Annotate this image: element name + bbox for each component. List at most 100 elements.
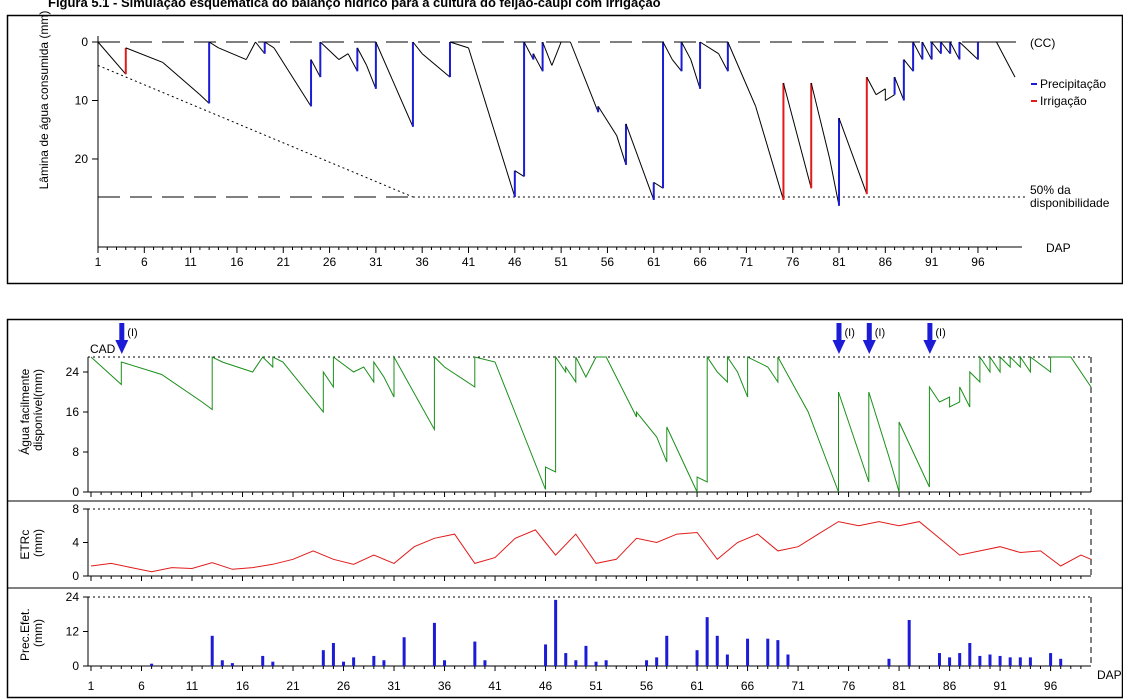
irrigation-arrow-label: (I) bbox=[935, 327, 945, 339]
depletion-segment bbox=[691, 60, 700, 89]
depletion-segment bbox=[959, 42, 978, 60]
depletion-segment bbox=[941, 42, 950, 54]
irrigation-arrow-head bbox=[115, 340, 128, 354]
depletion-y-tick-label: 20 bbox=[75, 152, 89, 166]
prec-bar bbox=[605, 660, 608, 666]
prec-x-tick-label: 21 bbox=[286, 679, 300, 693]
depletion-segment bbox=[895, 77, 904, 100]
prec-bar bbox=[433, 623, 436, 666]
irrigation-arrow-head bbox=[832, 340, 845, 354]
depletion-segment bbox=[163, 62, 200, 94]
prec-bar bbox=[150, 664, 153, 666]
prec-bar bbox=[574, 660, 577, 666]
depletion-segment bbox=[682, 42, 691, 60]
depletion-segment bbox=[904, 60, 913, 72]
depletion-series bbox=[98, 42, 1015, 206]
prec-bar bbox=[342, 662, 345, 666]
depletion-y-label: Lâmina de água consumida (mm) bbox=[37, 11, 51, 190]
etrc-chart: ETRc (mm) 0 4 8 bbox=[18, 502, 1091, 583]
legend-irrigation-label: Irrigação bbox=[1040, 94, 1087, 108]
prec-x-tick-label: 6 bbox=[138, 679, 145, 693]
depletion-segment bbox=[246, 42, 255, 60]
prec-bar bbox=[211, 636, 214, 666]
irrigation-markers: (I) (I) (I) (I) bbox=[115, 323, 945, 354]
prec-y-label-line2: (mm) bbox=[31, 619, 45, 647]
prec-bar bbox=[665, 636, 668, 666]
prec-bar bbox=[1049, 653, 1052, 666]
depletion-segment bbox=[922, 42, 931, 60]
depletion-segment bbox=[570, 42, 598, 112]
etrc-y-tick-label: 0 bbox=[72, 569, 79, 583]
depletion-x-tick-label: 86 bbox=[879, 255, 893, 269]
depletion-x-tick-label: 91 bbox=[925, 255, 939, 269]
etrc-line bbox=[91, 522, 1091, 572]
depletion-segment bbox=[626, 124, 654, 200]
etrc-y-tick-label: 4 bbox=[72, 536, 79, 550]
prec-x-tick-label: 26 bbox=[337, 679, 351, 693]
etrc-y-ticks: 0 4 8 bbox=[72, 502, 88, 583]
afd-chart: Água facilmente disponível(mm) 081624 CA… bbox=[17, 323, 1091, 499]
prec-y-tick-label: 0 bbox=[72, 659, 79, 673]
irrigation-arrow-label: (I) bbox=[844, 327, 854, 339]
depletion-segment bbox=[515, 171, 524, 177]
depletion-segment bbox=[339, 54, 348, 60]
depletion-segment bbox=[728, 42, 756, 106]
prec-x-tick-label: 1 bbox=[88, 679, 95, 693]
half-availability-label: 50% da disponibilidade bbox=[1030, 183, 1110, 210]
prec-bar bbox=[271, 662, 274, 666]
prec-bar bbox=[968, 643, 971, 666]
depletion-segment bbox=[98, 42, 126, 74]
depletion-segment bbox=[876, 89, 885, 95]
prec-bar bbox=[978, 656, 981, 666]
depletion-segment bbox=[867, 77, 876, 95]
depletion-segment bbox=[913, 42, 922, 60]
prec-x-tick-label: 76 bbox=[842, 679, 856, 693]
prec-x-tick-label: 31 bbox=[387, 679, 401, 693]
depletion-segment bbox=[450, 42, 469, 48]
prec-bar bbox=[696, 650, 699, 666]
depletion-segment bbox=[700, 42, 719, 54]
depletion-segment bbox=[932, 42, 941, 54]
depletion-segment bbox=[756, 106, 784, 200]
prec-bar bbox=[372, 656, 375, 666]
prec-bar bbox=[706, 617, 709, 666]
depletion-segment bbox=[719, 54, 728, 72]
depletion-segment bbox=[533, 54, 542, 72]
depletion-x-tick-label: 21 bbox=[277, 255, 291, 269]
afd-x-ticks bbox=[91, 492, 1081, 497]
prec-bars bbox=[150, 600, 1062, 666]
prec-x-tick-label: 66 bbox=[741, 679, 755, 693]
afd-y-tick-label: 0 bbox=[72, 485, 79, 499]
irrigation-arrow-shaft bbox=[836, 323, 841, 341]
depletion-segment bbox=[357, 48, 366, 66]
prec-x-tick-label: 56 bbox=[640, 679, 654, 693]
depletion-segment bbox=[950, 42, 959, 60]
depletion-x-ticks: 1 6 11 16 21 26 31 36 41 46 51 56 61 66 71 76 81 86 91 96 bbox=[95, 247, 997, 269]
prec-bar bbox=[1019, 657, 1022, 666]
depletion-segment bbox=[524, 42, 533, 60]
depletion-x-tick-label: 31 bbox=[369, 255, 383, 269]
afd-line bbox=[91, 357, 1091, 492]
depletion-segment bbox=[996, 42, 1015, 77]
prec-bar bbox=[958, 653, 961, 666]
prec-bar bbox=[1059, 659, 1062, 666]
depletion-x-tick-label: 71 bbox=[740, 255, 754, 269]
depletion-x-tick-label: 16 bbox=[230, 255, 244, 269]
depletion-segment bbox=[218, 48, 246, 60]
afd-series bbox=[91, 357, 1091, 492]
depletion-segment bbox=[839, 118, 867, 194]
afd-y-label-line2: disponível(mm) bbox=[31, 369, 45, 451]
depletion-segment bbox=[274, 48, 311, 106]
depletion-segment bbox=[311, 60, 320, 78]
prec-bar bbox=[938, 653, 941, 666]
prec-bar bbox=[786, 655, 789, 667]
irrigation-arrow-head bbox=[923, 340, 936, 354]
irrigation-arrow-shaft bbox=[927, 323, 932, 341]
prec-bar bbox=[322, 650, 325, 666]
depletion-x-tick-label: 66 bbox=[693, 255, 707, 269]
depletion-segment bbox=[811, 83, 830, 159]
depletion-segment bbox=[367, 65, 376, 88]
depletion-segment bbox=[200, 95, 209, 104]
prec-bar bbox=[1009, 657, 1012, 666]
etrc-y-label: ETRc (mm) bbox=[18, 526, 45, 559]
